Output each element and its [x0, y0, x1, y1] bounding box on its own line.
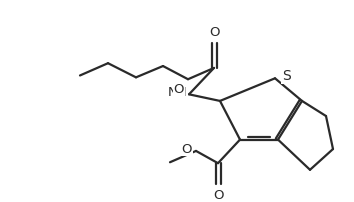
Text: O: O	[213, 189, 223, 202]
Text: O: O	[182, 143, 192, 156]
Text: O: O	[209, 26, 219, 39]
Text: S: S	[282, 69, 291, 83]
Text: O: O	[173, 83, 184, 96]
Text: NH: NH	[167, 86, 187, 99]
